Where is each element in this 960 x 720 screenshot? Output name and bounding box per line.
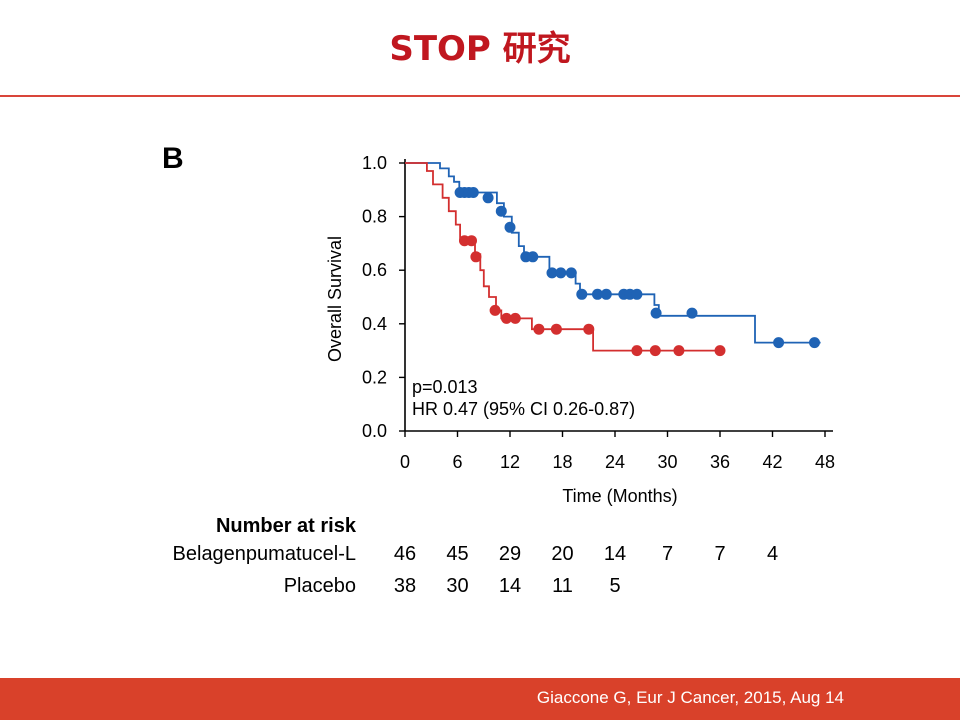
censor-mark-placebo (550, 323, 562, 335)
x-axis-label: Time (Months) (562, 486, 677, 506)
censor-mark-placebo (583, 323, 595, 335)
risk-count: 20 (551, 543, 574, 565)
censor-mark-placebo (509, 312, 521, 324)
censor-mark-belagenpumatucel (650, 307, 662, 319)
chart-annotation: p=0.013 (412, 377, 478, 397)
risk-row-label: Belagenpumatucel-L (172, 543, 356, 565)
censor-mark-belagenpumatucel (467, 187, 479, 198)
censor-mark-belagenpumatucel (495, 205, 507, 217)
x-tick-label: 0 (400, 452, 410, 472)
censor-mark-belagenpumatucel (773, 337, 785, 349)
slide-title: STOP 研究 (389, 29, 571, 69)
risk-count: 5 (609, 575, 621, 597)
y-axis-label: Overall Survival (325, 236, 345, 362)
y-tick-label: 0.6 (362, 260, 387, 280)
risk-count: 29 (498, 543, 522, 565)
citation-text: Giaccone G, Eur J Cancer, 2015, Aug 14 (536, 688, 844, 707)
censor-mark-placebo (501, 312, 512, 324)
y-tick-label: 0.0 (362, 421, 387, 441)
risk-count: 11 (552, 575, 573, 597)
x-tick-label: 12 (500, 452, 520, 472)
survival-curve-belagenpumatucel (405, 162, 821, 344)
censor-mark-belagenpumatucel (546, 267, 558, 279)
x-tick-label: 36 (710, 452, 730, 472)
risk-count: 46 (393, 543, 417, 565)
censor-mark-placebo (631, 345, 643, 357)
x-tick-label: 30 (657, 452, 677, 472)
risk-row-label: Placebo (283, 575, 356, 597)
censor-mark-placebo (714, 345, 726, 357)
footer-bar: Giaccone G, Eur J Cancer, 2015, Aug 14 (0, 678, 960, 720)
risk-count: 30 (446, 575, 469, 597)
x-tick-label: 18 (552, 452, 572, 472)
x-tick-label: 24 (605, 452, 625, 472)
censor-mark-belagenpumatucel (576, 288, 588, 300)
censor-mark-belagenpumatucel (600, 288, 612, 300)
y-tick-label: 0.2 (362, 367, 387, 387)
censor-mark-belagenpumatucel (592, 288, 603, 300)
risk-table-title: Number at risk (215, 515, 356, 537)
chart-annotation: HR 0.47 (95% CI 0.26-0.87) (412, 399, 635, 419)
censor-mark-placebo (533, 323, 545, 335)
x-tick-label: 48 (815, 452, 835, 472)
y-tick-label: 0.8 (362, 207, 387, 227)
censor-mark-belagenpumatucel (565, 267, 577, 279)
risk-count: 7 (661, 543, 674, 565)
survival-curve-placebo (405, 162, 720, 352)
risk-count: 4 (766, 543, 779, 565)
censor-mark-belagenpumatucel (482, 192, 494, 204)
y-tick-label: 0.4 (362, 314, 387, 334)
risk-count: 45 (446, 543, 469, 565)
risk-count: 38 (393, 575, 417, 597)
censor-mark-belagenpumatucel (686, 307, 698, 319)
censor-mark-belagenpumatucel (527, 251, 539, 263)
censor-mark-placebo (673, 345, 685, 357)
panel-label: B (162, 142, 184, 175)
censor-mark-placebo (470, 251, 482, 263)
censor-mark-belagenpumatucel (504, 221, 516, 233)
risk-count: 14 (603, 543, 627, 565)
x-tick-label: 6 (452, 452, 462, 472)
censor-mark-placebo (489, 304, 501, 316)
censor-mark-belagenpumatucel (809, 337, 820, 349)
risk-count: 7 (714, 543, 726, 565)
censor-mark-placebo (466, 235, 477, 247)
censor-mark-placebo (649, 345, 661, 357)
title-divider (0, 95, 960, 97)
risk-count: 14 (498, 575, 522, 597)
x-tick-label: 42 (762, 452, 782, 472)
y-tick-label: 1.0 (362, 153, 387, 173)
censor-mark-belagenpumatucel (631, 288, 643, 300)
censor-mark-belagenpumatucel (555, 267, 567, 279)
